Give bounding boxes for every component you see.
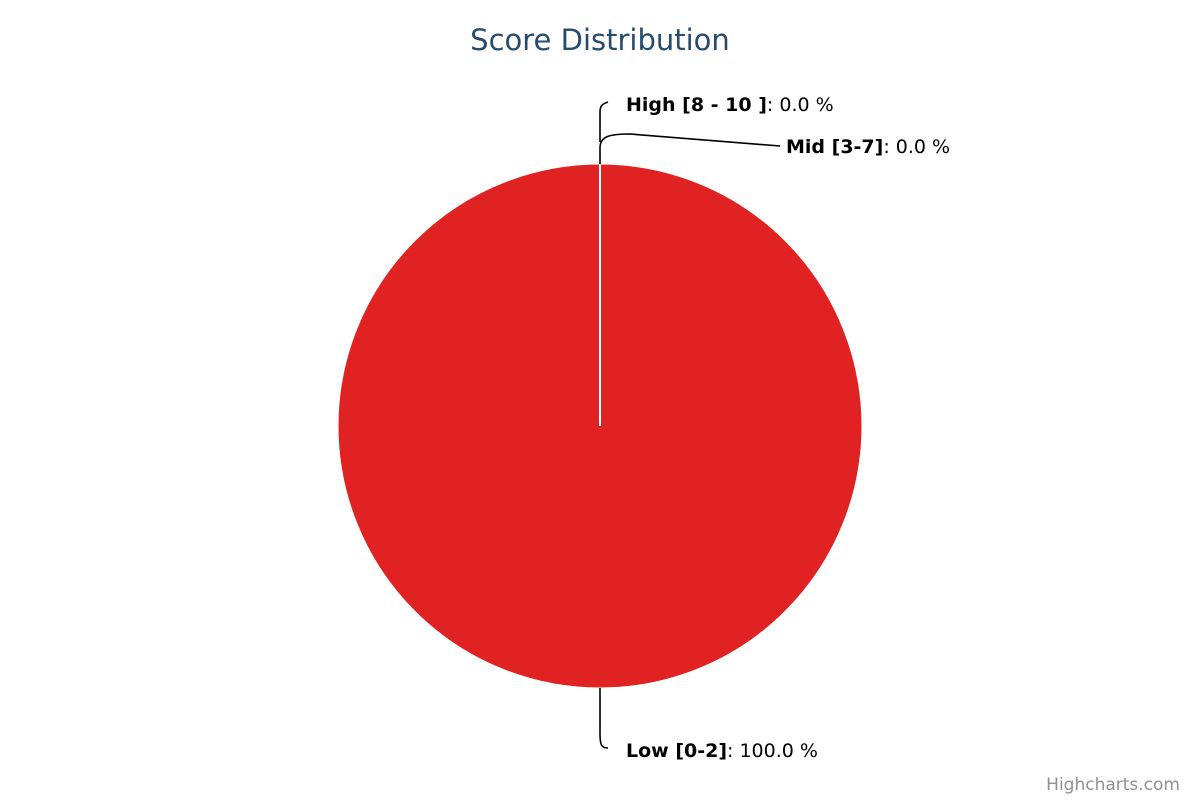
data-label-0: Low [0-2]: 100.0 % (626, 740, 818, 762)
pie-data-labels: Low [0-2]: 100.0 %Mid [3-7]: 0.0 %High [… (599, 94, 950, 762)
data-label-2: High [8 - 10 ]: 0.0 % (626, 94, 834, 116)
connector-line-2 (599, 101, 609, 142)
data-label-value: : 0.0 % (883, 136, 950, 158)
connector-line-1 (599, 133, 781, 164)
connector-line-0 (599, 688, 609, 749)
data-label-value: : 0.0 % (767, 94, 834, 116)
data-label-name: Low [0-2] (626, 740, 727, 762)
data-label-value: : 100.0 % (727, 740, 818, 762)
chart-title: Score Distribution (470, 23, 730, 57)
data-label-name: High [8 - 10 ] (626, 94, 767, 116)
data-label-name: Mid [3-7] (786, 136, 883, 158)
data-label-1: Mid [3-7]: 0.0 % (786, 136, 950, 158)
pie-slices (337, 163, 863, 689)
credits-link[interactable]: Highcharts.com (1046, 775, 1180, 795)
